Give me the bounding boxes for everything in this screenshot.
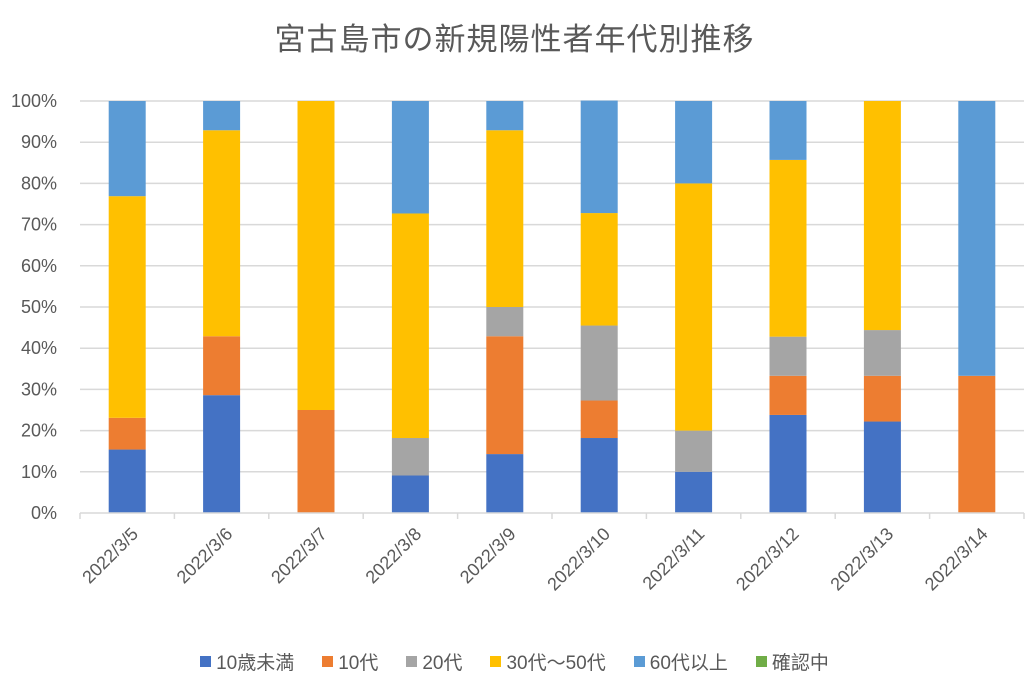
x-tick-label: 2022/3/12	[732, 524, 803, 595]
legend-label: 10歳未満	[216, 653, 295, 674]
bar-segment-1	[486, 454, 524, 513]
bar-segment-4	[391, 213, 429, 439]
bar-segment-4	[108, 196, 146, 418]
y-tick-label: 50%	[21, 297, 57, 317]
legend-label: 30代～50代	[506, 653, 606, 674]
legend-label: 確認中	[771, 653, 829, 674]
x-tick-labels: 2022/3/5 2022/3/6 2022/3/7 2022/3/8 2022/3/9…	[78, 524, 991, 595]
bar-segment-3	[863, 330, 901, 376]
legend-item: 10代	[322, 648, 378, 675]
legend: 10歳未満 10代 20代 30代～50代 60代以上 確認中	[0, 648, 1029, 675]
bar-segment-4	[769, 159, 807, 337]
bar-segment-2	[580, 400, 618, 439]
bar-segment-5	[769, 101, 807, 160]
y-tick-label: 80%	[21, 173, 57, 193]
bar-segment-2	[108, 417, 146, 450]
y-tick-labels: 0% 10% 20% 30% 40% 50% 60% 70% 80% 90% 100%	[11, 91, 57, 523]
bar-segment-5	[580, 100, 618, 214]
x-tick-label: 2022/3/10	[543, 524, 614, 595]
legend-swatch	[490, 656, 502, 667]
legend-label: 60代以上	[649, 653, 728, 674]
x-tick-label: 2022/3/11	[639, 524, 709, 594]
bar-segment-1	[863, 421, 901, 513]
bar-segment-2	[863, 375, 901, 422]
y-tick-label: 20%	[21, 421, 57, 441]
x-tick-label: 2022/3/6	[173, 524, 237, 588]
bar-segment-1	[203, 395, 241, 513]
bar-segment-3	[675, 430, 713, 472]
axes	[79, 512, 1025, 519]
x-tick-label: 2022/3/13	[826, 524, 897, 595]
bar-segment-1	[769, 414, 807, 513]
legend-label: 10代	[338, 653, 379, 674]
bar-segment-4	[863, 101, 901, 331]
bar-segment-3	[486, 307, 524, 337]
bar-segment-5	[486, 101, 524, 131]
bar-segment-1	[675, 471, 713, 513]
legend-label: 20代	[422, 653, 463, 674]
y-tick-label: 30%	[21, 379, 57, 399]
bar-segment-4	[675, 183, 713, 431]
bar-segment-4	[297, 101, 335, 410]
y-tick-label: 10%	[21, 462, 57, 482]
bar-segment-5	[391, 101, 429, 214]
bar-segment-2	[769, 375, 807, 415]
bar-segment-2	[203, 336, 241, 396]
bars	[108, 100, 996, 513]
legend-swatch	[322, 656, 334, 667]
bar-segment-5	[203, 101, 241, 131]
x-tick-label: 2022/3/5	[78, 524, 142, 588]
y-tick-label: 0%	[31, 503, 57, 523]
y-tick-label: 60%	[21, 256, 57, 276]
x-tick-label: 2022/3/7	[267, 524, 331, 588]
x-tick-label: 2022/3/14	[921, 524, 992, 595]
legend-item: 60代以上	[633, 648, 728, 675]
legend-item: 10歳未満	[200, 648, 294, 675]
bar-segment-4	[580, 213, 618, 326]
y-tick-label: 90%	[21, 132, 57, 152]
legend-swatch	[406, 656, 418, 667]
legend-swatch	[755, 656, 767, 667]
bar-segment-1	[391, 475, 429, 513]
bar-segment-2	[297, 410, 335, 513]
bar-segment-4	[486, 130, 524, 307]
bar-segment-5	[675, 101, 713, 184]
x-tick-label: 2022/3/8	[362, 524, 426, 588]
bar-segment-3	[580, 325, 618, 401]
y-tick-label: 70%	[21, 215, 57, 235]
chart-title: 宮古島市の新規陽性者年代別推移	[274, 22, 755, 58]
legend-swatch	[633, 656, 645, 667]
legend-item: 確認中	[755, 648, 829, 675]
bar-segment-1	[580, 438, 618, 513]
legend-item: 30代～50代	[490, 648, 606, 675]
bar-segment-5	[108, 101, 146, 197]
bar-segment-3	[769, 336, 807, 376]
bar-segment-2	[486, 336, 524, 455]
x-tick-label: 2022/3/9	[456, 524, 520, 588]
legend-item: 20代	[406, 648, 462, 675]
bar-segment-1	[108, 449, 146, 513]
legend-swatch	[200, 656, 212, 667]
y-tick-label: 100%	[11, 91, 57, 111]
bar-segment-2	[958, 375, 996, 513]
y-tick-label: 40%	[21, 338, 57, 358]
bar-segment-5	[958, 101, 996, 376]
bar-segment-4	[203, 130, 241, 337]
bar-segment-3	[391, 438, 429, 476]
